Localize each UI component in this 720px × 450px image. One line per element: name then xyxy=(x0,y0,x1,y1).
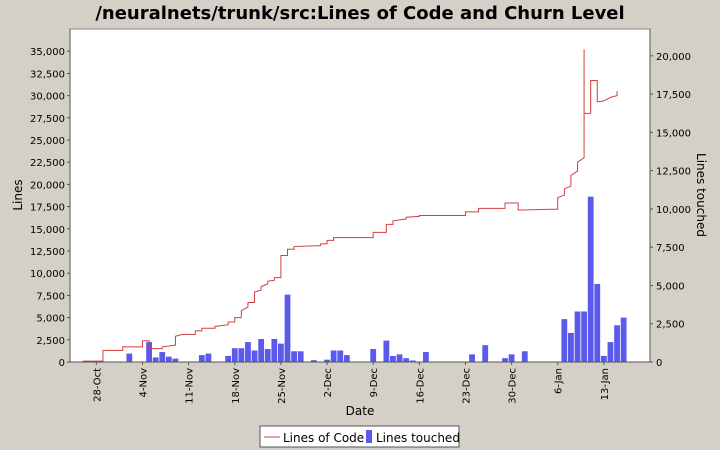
y-left-tick-label: 5,000 xyxy=(36,314,65,325)
lines-touched-bar xyxy=(278,343,284,362)
lines-touched-bar xyxy=(581,311,587,362)
y-left-tick-label: 2,500 xyxy=(36,336,65,347)
x-tick-label: 25-Nov xyxy=(277,368,288,404)
axes: 0 2,500 5,000 7,500 10,000 12,500 15,000 17,500… xyxy=(30,29,691,404)
lines-touched-bar xyxy=(383,340,390,362)
lines-touched-bar xyxy=(594,283,601,362)
lines-touched-bar xyxy=(159,352,166,362)
x-tick-label: 28-Oct xyxy=(92,368,103,402)
legend: Lines of Code Lines touched xyxy=(259,425,460,448)
x-tick-label: 18-Nov xyxy=(231,368,242,404)
lines-touched-bar xyxy=(146,342,152,362)
y-left-tick-label: 0 xyxy=(59,358,65,369)
lines-touched-bar xyxy=(205,353,212,362)
lines-touched-bar xyxy=(126,353,133,362)
lines-touched-bar xyxy=(614,325,620,362)
x-tick-label: 11-Nov xyxy=(185,368,196,404)
lines-touched-bar xyxy=(291,351,297,362)
lines-touched-bar xyxy=(284,294,291,362)
lines-touched-bar xyxy=(152,357,159,362)
y-left-tick-label: 20,000 xyxy=(30,180,65,191)
y-axis-left-label: Lines xyxy=(11,179,25,210)
lines-touched-bar xyxy=(568,332,574,362)
lines-touched-bar xyxy=(264,348,271,362)
y-left-tick-label: 30,000 xyxy=(30,92,65,103)
x-tick-label: 23-Dec xyxy=(461,368,472,404)
lines-touched-bar xyxy=(574,311,581,362)
lines-touched-bar xyxy=(482,345,489,362)
x-tick-label: 13-Jan xyxy=(600,368,611,400)
x-tick-label: 4-Nov xyxy=(139,368,150,398)
y-right-tick-label: 15,000 xyxy=(656,128,691,139)
lines-touched-bar xyxy=(165,356,172,362)
lines-touched-bar xyxy=(607,342,614,362)
y-axis-right-label: Lines touched xyxy=(694,153,708,237)
lines-touched-bar xyxy=(561,319,568,362)
plot-area xyxy=(69,28,651,363)
lines-touched-bar xyxy=(198,355,205,362)
lines-touched-bar xyxy=(587,196,594,362)
y-right-tick-label: 0 xyxy=(656,358,662,369)
lines-touched-bar xyxy=(521,351,528,362)
lines-of-code-series-line xyxy=(82,49,618,362)
y-left-tick-label: 25,000 xyxy=(30,136,65,147)
legend-box xyxy=(259,425,460,448)
lines-touched-bar xyxy=(390,355,396,362)
y-left-tick-label: 35,000 xyxy=(30,47,65,58)
legend-swatch-lines-touched xyxy=(366,430,372,443)
lines-touched-bar xyxy=(310,360,317,362)
lines-touched-bar xyxy=(238,348,245,362)
x-tick-label: 6-Jan xyxy=(554,368,565,394)
y-left-tick-label: 12,500 xyxy=(30,247,65,258)
lines-touched-bar xyxy=(258,339,265,362)
lines-touched-bar xyxy=(502,358,508,362)
legend-label-lines-of-code: Lines of Code xyxy=(283,431,364,445)
y-left-tick-label: 17,500 xyxy=(30,203,65,214)
lines-touched-bar xyxy=(271,339,278,362)
y-right-tick-label: 10,000 xyxy=(656,205,691,216)
legend-label-lines-touched: Lines touched xyxy=(376,431,460,445)
lines-touched-bar xyxy=(396,354,403,362)
lines-touched-bar xyxy=(231,348,238,362)
x-axis-label: Date xyxy=(346,404,375,418)
lines-touched-bar xyxy=(409,360,416,362)
lines-touched-bar xyxy=(423,352,429,362)
lines-touched-bar xyxy=(225,355,232,362)
lines-touched-bar xyxy=(508,354,515,362)
y-left-tick-label: 32,500 xyxy=(30,69,65,80)
lines-touched-bar xyxy=(403,358,410,362)
y-right-tick-label: 7,500 xyxy=(656,243,685,254)
lines-touched-bar xyxy=(251,350,258,362)
lines-touched-bar xyxy=(337,350,344,362)
lines-touched-bar xyxy=(245,342,251,362)
lines-touched-bar xyxy=(324,359,330,362)
y-right-tick-label: 17,500 xyxy=(656,90,691,101)
lines-touched-bar xyxy=(620,317,627,362)
y-left-tick-label: 27,500 xyxy=(30,114,65,125)
y-left-tick-label: 10,000 xyxy=(30,269,65,280)
y-right-tick-label: 12,500 xyxy=(656,167,691,178)
y-left-tick-label: 15,000 xyxy=(30,225,65,236)
lines-touched-bar xyxy=(370,348,377,362)
lines-touched-bars xyxy=(126,196,627,362)
lines-touched-bar xyxy=(469,354,475,362)
lines-touched-bar xyxy=(297,351,304,362)
y-right-tick-label: 5,000 xyxy=(656,281,685,292)
lines-touched-bar xyxy=(330,350,337,362)
y-right-tick-label: 20,000 xyxy=(656,52,691,63)
lines-of-code-line xyxy=(82,49,618,362)
y-left-tick-label: 22,500 xyxy=(30,158,65,169)
lines-touched-bar xyxy=(343,355,350,362)
lines-touched-bar xyxy=(172,358,179,362)
x-tick-label: 9-Dec xyxy=(369,368,380,397)
x-tick-label: 30-Dec xyxy=(508,368,519,404)
lines-touched-bar xyxy=(600,355,607,362)
chart-title: /neuralnets/trunk/src:Lines of Code and … xyxy=(95,3,624,24)
y-left-tick-label: 7,500 xyxy=(36,291,65,302)
y-right-tick-label: 2,500 xyxy=(656,320,685,331)
x-tick-label: 16-Dec xyxy=(415,368,426,404)
x-tick-label: 2-Dec xyxy=(323,368,334,397)
